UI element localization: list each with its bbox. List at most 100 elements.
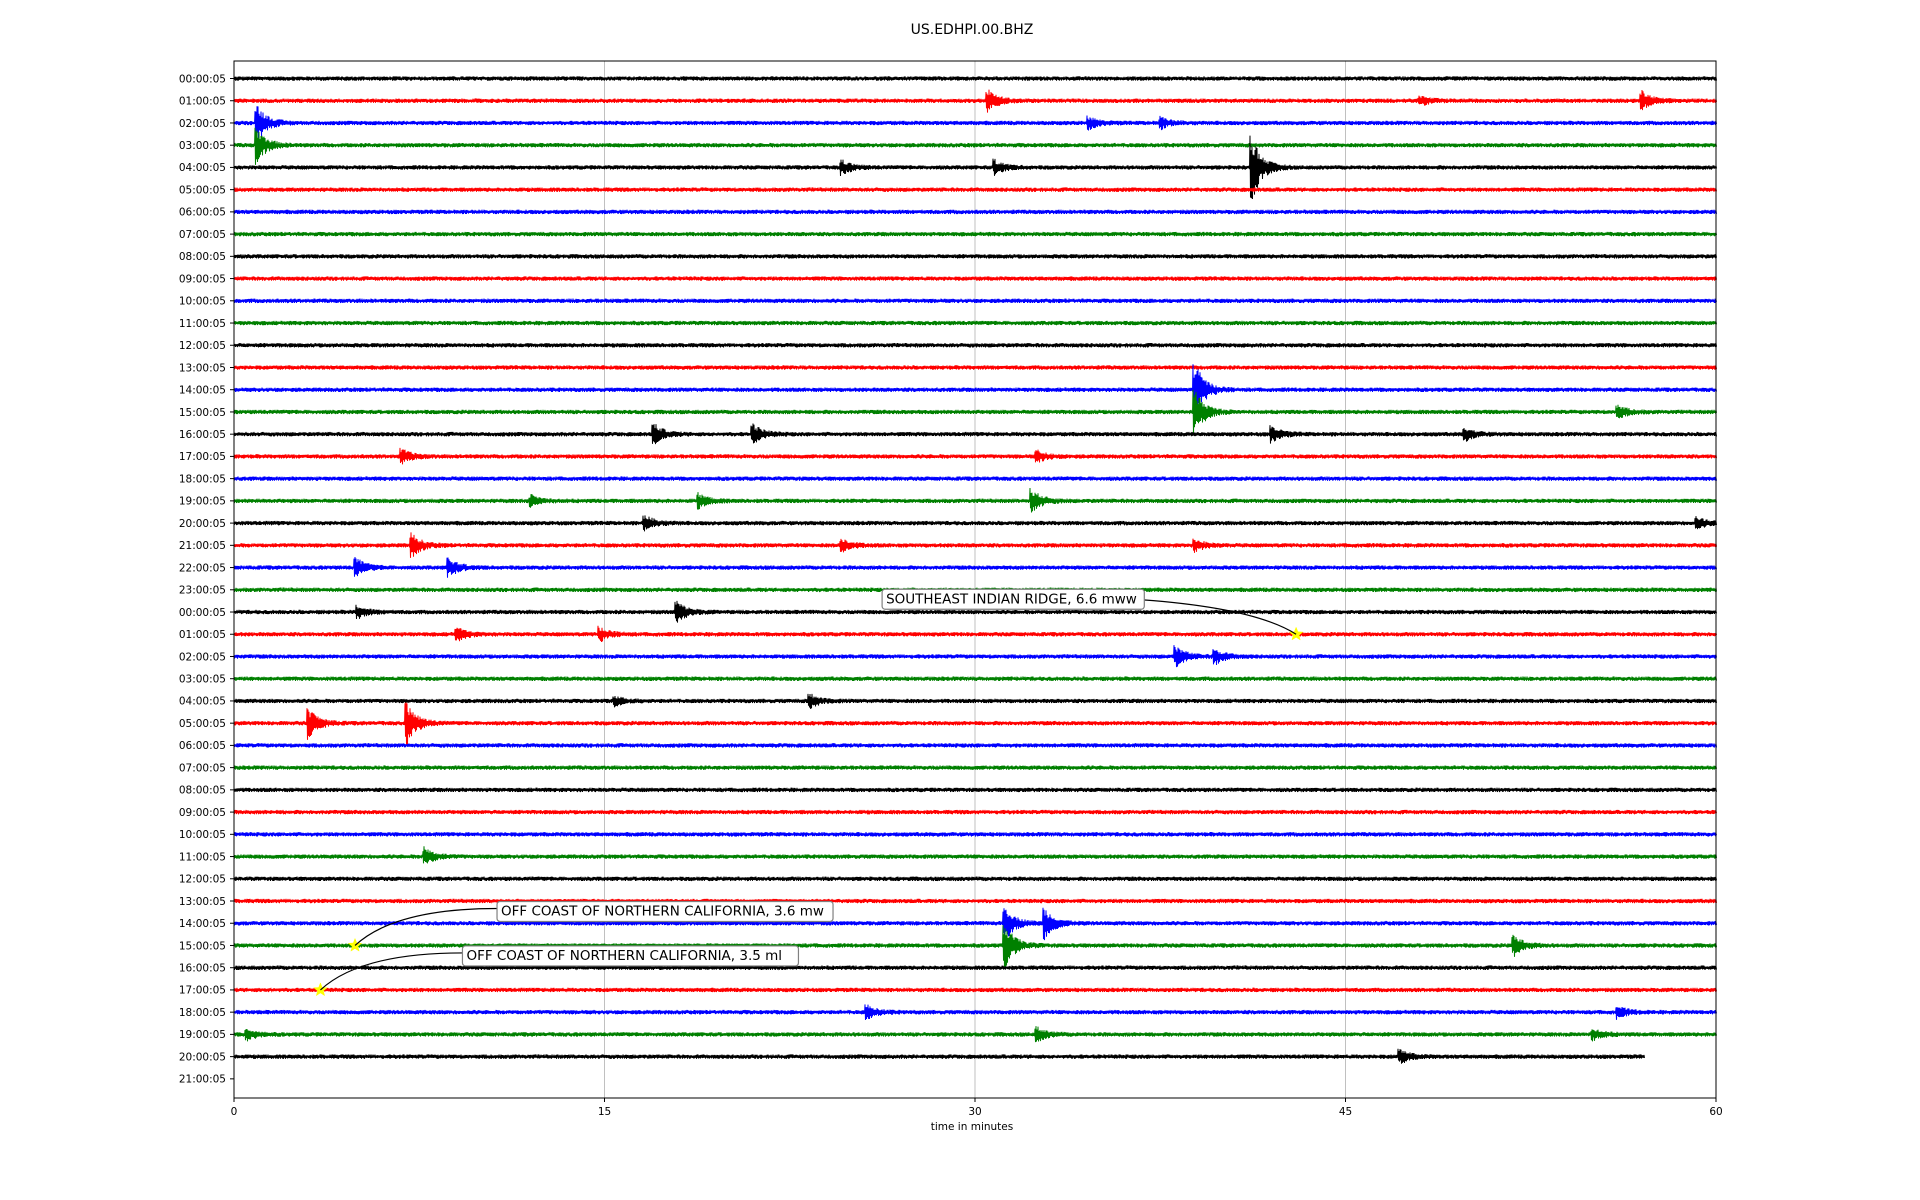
x-tick-label: 60 bbox=[1709, 1106, 1722, 1118]
chart-title: US.EDHPI.00.BHZ bbox=[911, 22, 1034, 38]
y-tick-label: 14:00:05 bbox=[179, 918, 226, 930]
y-tick-label: 12:00:05 bbox=[179, 874, 226, 886]
trace-line bbox=[233, 106, 1717, 145]
y-tick-label: 14:00:05 bbox=[179, 385, 226, 397]
y-tick-label: 08:00:05 bbox=[179, 251, 226, 263]
trace-line bbox=[233, 253, 1717, 260]
trace-line bbox=[233, 447, 1717, 465]
annotation-box bbox=[461, 945, 800, 967]
y-tick-label: 19:00:05 bbox=[179, 496, 226, 508]
trace-line bbox=[233, 276, 1717, 282]
trace-line bbox=[233, 1026, 1717, 1043]
trace-line bbox=[233, 89, 1717, 113]
y-tick-label: 21:00:05 bbox=[179, 540, 226, 552]
y-tick-label: 06:00:05 bbox=[179, 740, 226, 752]
y-tick-label: 04:00:05 bbox=[179, 696, 226, 708]
trace-line bbox=[233, 423, 1717, 445]
trace-line bbox=[233, 625, 1717, 643]
y-tick-label: 13:00:05 bbox=[179, 896, 226, 908]
trace-line bbox=[233, 786, 1717, 793]
y-axis: 00:00:05 01:00:05 02:00:05 03:00:05 04:00:05… bbox=[179, 73, 234, 1086]
annotation-label: SOUTHEAST INDIAN RIDGE, 6.6 mww bbox=[886, 591, 1137, 607]
trace-line bbox=[233, 809, 1717, 815]
y-tick-label: 11:00:05 bbox=[179, 851, 226, 863]
y-tick-label: 06:00:05 bbox=[179, 207, 226, 219]
y-tick-label: 18:00:05 bbox=[179, 1007, 226, 1019]
y-tick-label: 07:00:05 bbox=[179, 229, 226, 241]
annotation-box bbox=[881, 588, 1145, 610]
x-axis: 0 15 30 45 60 bbox=[231, 1098, 1723, 1118]
y-tick-label: 23:00:05 bbox=[179, 585, 226, 597]
y-tick-label: 02:00:05 bbox=[179, 651, 226, 663]
grid-lines bbox=[604, 61, 1346, 1098]
trace-line bbox=[233, 135, 1717, 200]
y-tick-label: 11:00:05 bbox=[179, 318, 226, 330]
trace-line bbox=[233, 532, 1717, 558]
y-tick-label: 01:00:05 bbox=[179, 629, 226, 641]
trace-line bbox=[233, 127, 1717, 165]
trace-line bbox=[233, 297, 1717, 304]
trace-line bbox=[233, 875, 1717, 882]
y-tick-label: 20:00:05 bbox=[179, 1051, 226, 1063]
trace-line bbox=[233, 187, 1717, 193]
x-tick-label: 30 bbox=[968, 1106, 981, 1118]
trace-layer bbox=[233, 75, 1717, 1064]
trace-line bbox=[233, 487, 1717, 513]
trace-line bbox=[233, 587, 1717, 593]
annotation-label: OFF COAST OF NORTHERN CALIFORNIA, 3.6 mw bbox=[501, 903, 824, 919]
trace-line bbox=[233, 231, 1717, 237]
trace-line bbox=[233, 1048, 1645, 1064]
x-tick-label: 15 bbox=[598, 1106, 611, 1118]
trace-line bbox=[233, 831, 1717, 838]
y-tick-label: 17:00:05 bbox=[179, 985, 226, 997]
y-tick-label: 09:00:05 bbox=[179, 807, 226, 819]
trace-line bbox=[233, 702, 1717, 745]
y-tick-label: 16:00:05 bbox=[179, 429, 226, 441]
trace-line bbox=[233, 600, 1717, 623]
trace-line bbox=[233, 907, 1717, 941]
y-tick-label: 20:00:05 bbox=[179, 518, 226, 530]
y-tick-label: 22:00:05 bbox=[179, 562, 226, 574]
y-tick-label: 05:00:05 bbox=[179, 184, 226, 196]
y-tick-label: 05:00:05 bbox=[179, 718, 226, 730]
annotation-box bbox=[496, 900, 834, 923]
y-tick-label: 00:00:05 bbox=[179, 73, 226, 85]
trace-line bbox=[233, 320, 1717, 326]
y-tick-label: 16:00:05 bbox=[179, 963, 226, 975]
y-tick-label: 17:00:05 bbox=[179, 451, 226, 463]
trace-line bbox=[233, 364, 1717, 371]
trace-line bbox=[233, 898, 1717, 904]
trace-line bbox=[233, 675, 1717, 682]
y-tick-label: 08:00:05 bbox=[179, 785, 226, 797]
trace-line bbox=[233, 764, 1717, 771]
annotation-connector bbox=[320, 952, 463, 991]
annotation-connector bbox=[354, 907, 498, 946]
y-tick-label: 04:00:05 bbox=[179, 162, 226, 174]
y-tick-label: 07:00:05 bbox=[179, 762, 226, 774]
trace-line bbox=[233, 986, 1717, 993]
y-tick-label: 00:00:05 bbox=[179, 607, 226, 619]
x-tick-label: 0 bbox=[231, 1106, 238, 1118]
trace-line bbox=[233, 645, 1717, 668]
trace-line bbox=[233, 964, 1717, 971]
y-tick-label: 03:00:05 bbox=[179, 674, 226, 686]
trace-line bbox=[233, 209, 1717, 215]
y-tick-label: 09:00:05 bbox=[179, 273, 226, 285]
trace-line bbox=[233, 342, 1717, 349]
trace-line bbox=[233, 475, 1717, 482]
trace-line bbox=[233, 742, 1717, 749]
y-tick-label: 10:00:05 bbox=[179, 829, 226, 841]
trace-line bbox=[233, 556, 1717, 578]
y-tick-label: 01:00:05 bbox=[179, 96, 226, 108]
y-tick-label: 18:00:05 bbox=[179, 473, 226, 485]
x-axis-label: time in minutes bbox=[931, 1121, 1013, 1133]
trace-line bbox=[233, 693, 1717, 709]
y-tick-label: 21:00:05 bbox=[179, 1074, 226, 1086]
trace-line bbox=[233, 364, 1717, 420]
annotations: SOUTHEAST INDIAN RIDGE, 6.6 mww OFF COAST… bbox=[320, 588, 1297, 991]
trace-line bbox=[233, 1004, 1717, 1021]
trace-line bbox=[233, 75, 1717, 82]
y-tick-label: 19:00:05 bbox=[179, 1029, 226, 1041]
trace-line bbox=[233, 846, 1717, 864]
